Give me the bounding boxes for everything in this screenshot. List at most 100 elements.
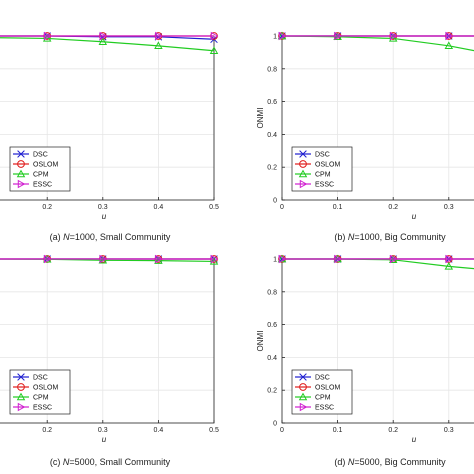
legend-label-essc: ESSC — [315, 182, 334, 189]
legend-label-essc: ESSC — [33, 182, 52, 189]
legend-label-dsc: DSC — [315, 375, 330, 382]
x-tick-label: 0.4 — [154, 427, 164, 434]
data-point-cpm — [154, 41, 163, 50]
data-point-essc — [445, 31, 454, 41]
y-tick-label: 0.2 — [267, 165, 277, 172]
data-point-essc — [278, 254, 287, 264]
x-tick-label: 0.2 — [42, 204, 52, 211]
y-tick-label: 0.4 — [267, 355, 277, 362]
x-tick-label: 0.1 — [333, 204, 343, 211]
legend-label-cpm: CPM — [33, 395, 49, 402]
legend-marker-cpm — [298, 169, 308, 178]
y-tick-label: 0 — [273, 198, 277, 205]
legend-marker-dsc — [17, 373, 25, 381]
caption-part: =5000, Big Community — [354, 457, 446, 467]
caption-part: N — [348, 457, 355, 467]
x-tick-label: 0.3 — [98, 427, 108, 434]
data-point-cpm — [209, 257, 219, 265]
caption-part: =5000, Small Community — [69, 457, 170, 467]
data-point-cpm — [42, 34, 52, 42]
chart-panel: 00.10.20.30.400.20.40.60.81uONMIDSCOSLOM… — [256, 31, 474, 242]
legend-marker-essc — [17, 179, 26, 189]
y-axis-label: ONMI — [256, 331, 265, 352]
legend-marker-cpm — [16, 392, 26, 401]
x-tick-label: 0.2 — [388, 204, 398, 211]
data-point-essc — [389, 254, 398, 264]
legend-marker-oslom — [17, 383, 25, 391]
legend-marker-essc — [299, 179, 308, 189]
x-tick-label: 0.5 — [209, 204, 219, 211]
data-point-essc — [99, 31, 108, 41]
legend-label-dsc: DSC — [33, 375, 48, 382]
y-tick-label: 0.8 — [267, 66, 277, 73]
legend-marker-cpm — [16, 169, 26, 178]
y-tick-label: 0.4 — [267, 132, 277, 139]
legend-marker-essc — [299, 402, 308, 412]
y-tick-label: 0 — [273, 421, 277, 428]
data-point-essc — [210, 254, 219, 264]
legend-label-cpm: CPM — [315, 172, 331, 179]
legend-marker-oslom — [17, 160, 25, 168]
x-tick-label: 0.4 — [154, 204, 164, 211]
legend-label-oslom: OSLOM — [315, 385, 340, 392]
series-line-cpm — [0, 258, 215, 263]
chart-caption: (c) N=5000, Small Community — [50, 457, 171, 467]
chart-caption: (d) N=5000, Big Community — [334, 457, 446, 467]
legend-marker-oslom — [299, 160, 307, 168]
legend-label-dsc: DSC — [33, 152, 48, 159]
legend-marker-dsc — [299, 150, 307, 158]
y-tick-label: 1 — [273, 34, 277, 41]
legend-label-cpm: CPM — [33, 172, 49, 179]
data-point-cpm — [444, 261, 454, 270]
data-point-essc — [210, 31, 219, 41]
legend-marker-cpm — [298, 392, 308, 401]
x-axis-label: u — [412, 212, 417, 221]
legend-label-dsc: DSC — [315, 152, 330, 159]
y-tick-label: 0.2 — [267, 388, 277, 395]
caption-part: N — [63, 457, 70, 467]
legend-label-essc: ESSC — [315, 405, 334, 412]
caption-part: (d) — [334, 457, 348, 467]
legend-marker-dsc — [299, 373, 307, 381]
x-axis-label: u — [412, 435, 417, 444]
x-tick-label: 0.5 — [209, 427, 219, 434]
data-point-essc — [278, 31, 287, 41]
x-tick-label: 0.1 — [333, 427, 343, 434]
chart-panel: 00.10.20.30.400.20.40.60.81uONMIDSCOSLOM… — [256, 254, 474, 467]
y-tick-label: 0.6 — [267, 99, 277, 106]
data-point-essc — [43, 254, 52, 264]
x-tick-label: 0 — [280, 204, 284, 211]
caption-part: =1000, Small Community — [70, 232, 171, 242]
chart-caption: (a) N=1000, Small Community — [50, 232, 171, 242]
y-tick-label: 0.6 — [267, 322, 277, 329]
legend-label-oslom: OSLOM — [33, 385, 58, 392]
caption-part: (c) — [50, 457, 63, 467]
caption-part: (a) — [50, 232, 64, 242]
legend-marker-oslom — [299, 383, 307, 391]
data-point-essc — [155, 254, 163, 264]
data-point-cpm — [444, 41, 454, 50]
caption-part: N — [63, 232, 70, 242]
data-point-essc — [155, 31, 163, 41]
legend-label-essc: ESSC — [33, 405, 52, 412]
data-point-essc — [43, 31, 52, 41]
series-line-cpm — [0, 37, 215, 52]
data-point-essc — [445, 254, 454, 264]
x-tick-label: 0 — [280, 427, 284, 434]
data-point-essc — [99, 254, 108, 264]
x-tick-label: 0.3 — [98, 204, 108, 211]
x-tick-label: 0.3 — [444, 427, 454, 434]
caption-part: (b) — [334, 232, 348, 242]
data-point-essc — [334, 31, 343, 41]
data-point-essc — [389, 31, 398, 41]
data-point-cpm — [98, 37, 108, 45]
y-tick-label: 0.8 — [267, 289, 277, 296]
chart-caption: (b) N=1000, Big Community — [334, 232, 446, 242]
y-axis-label: ONMI — [256, 108, 265, 129]
x-axis-label: u — [102, 435, 107, 444]
legend-marker-dsc — [17, 150, 25, 158]
x-tick-label: 0.3 — [444, 204, 454, 211]
